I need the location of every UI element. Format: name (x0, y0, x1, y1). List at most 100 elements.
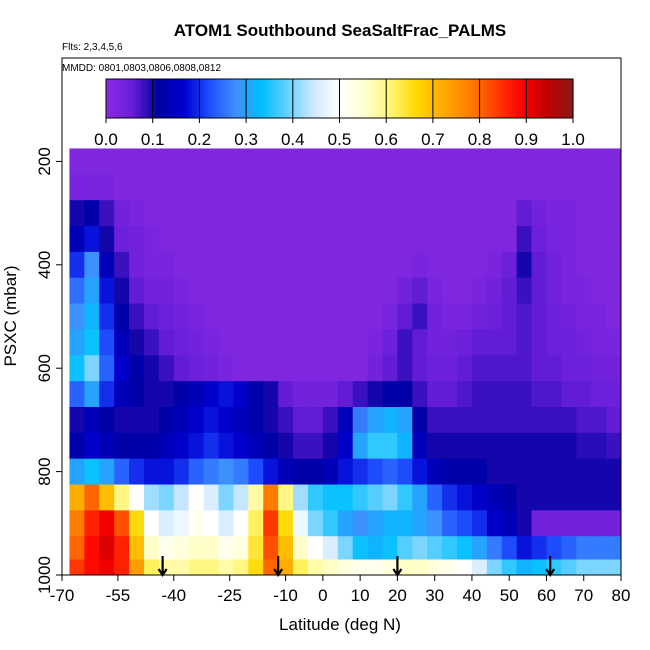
heatmap-cell (322, 536, 339, 561)
heatmap-cell (84, 251, 100, 279)
heatmap-cell (278, 406, 294, 434)
colorbar-segment (362, 79, 366, 118)
colorbar-tick-label: 0.2 (188, 130, 212, 149)
heatmap-cell (188, 355, 205, 382)
colorbar-segment (120, 79, 123, 118)
colorbar-segment (267, 79, 271, 118)
heatmap-cell (233, 251, 249, 279)
heatmap-cell (471, 277, 488, 305)
colorbar-segment (218, 79, 222, 118)
colorbar-segment (477, 79, 481, 118)
heatmap-cell (203, 251, 220, 279)
colorbar-segment (234, 79, 238, 118)
heatmap-cell (173, 536, 190, 561)
colorbar-segment (276, 79, 280, 118)
heatmap-cell (129, 381, 145, 408)
heatmap-cell (248, 406, 264, 434)
colorbar-segment (526, 79, 530, 118)
heatmap-cell (99, 355, 115, 382)
heatmap-cell (471, 406, 488, 434)
colorbar-segment (115, 79, 119, 118)
heatmap-cell (591, 251, 607, 279)
heatmap-cell (471, 559, 488, 575)
heatmap-cell (293, 277, 309, 305)
heatmap-cell (114, 484, 130, 511)
heatmap-cell (84, 355, 100, 382)
colorbar-segment (110, 79, 114, 118)
x-tick-label: 70 (574, 586, 593, 605)
heatmap-cell (427, 174, 443, 201)
colorbar-segment (283, 79, 287, 118)
heatmap-cell (188, 484, 205, 511)
heatmap-cell (84, 226, 100, 253)
colorbar-segment (474, 79, 478, 118)
heatmap-cell (203, 174, 220, 201)
heatmap-cell (263, 200, 279, 227)
heatmap-cell (233, 432, 249, 460)
heatmap-cell (457, 277, 473, 305)
heatmap-cell (99, 458, 115, 486)
colorbar-segment (355, 79, 359, 118)
heatmap-cell (188, 510, 205, 537)
colorbar-segment (215, 79, 219, 118)
heatmap-cell (69, 355, 85, 382)
heatmap-cell (307, 200, 324, 227)
heatmap-cell (457, 406, 473, 434)
heatmap-cell (352, 148, 369, 175)
heatmap-cell (278, 303, 294, 331)
heatmap-cell (143, 303, 160, 331)
colorbar-segment (449, 79, 453, 118)
colorbar-segment (302, 79, 306, 118)
heatmap-cell (576, 536, 592, 561)
colorbar-segment (264, 79, 268, 118)
colorbar-segment (248, 79, 252, 118)
heatmap-cell (129, 174, 145, 201)
heatmap-cell (248, 251, 264, 279)
heatmap-cell (293, 559, 309, 575)
heatmap-cell (248, 432, 264, 460)
heatmap-cell (352, 226, 369, 253)
heatmap-cell (114, 329, 130, 356)
heatmap-cell (367, 277, 384, 305)
colorbar-segment (369, 79, 373, 118)
colorbar-segment (239, 79, 243, 118)
colorbar-segment (418, 79, 422, 118)
colorbar-segment (409, 79, 413, 118)
colorbar-segment (561, 79, 565, 118)
colorbar-segment (316, 79, 320, 118)
heatmap-cell (158, 432, 175, 460)
heatmap-cell (367, 559, 384, 575)
heatmap-cell (412, 484, 428, 511)
heatmap-cell (69, 406, 85, 434)
colorbar-segment (547, 79, 551, 118)
heatmap-cell (114, 355, 130, 382)
colorbar-segment (523, 79, 527, 118)
heatmap-cell (158, 277, 175, 305)
heatmap-cell (129, 355, 145, 382)
colorbar-segment (344, 79, 348, 118)
heatmap-cell (84, 200, 100, 227)
heatmap-cell (561, 174, 577, 201)
heatmap-cell (516, 226, 533, 253)
heatmap-cell (382, 510, 398, 537)
colorbar-segment (285, 79, 289, 118)
heatmap-cell (278, 200, 294, 227)
heatmap-cell (471, 200, 488, 227)
colorbar-segment (533, 79, 537, 118)
colorbar-segment (425, 79, 429, 118)
heatmap-cell (352, 329, 369, 356)
heatmap-cell (173, 329, 190, 356)
heatmap-cell (143, 277, 160, 305)
heatmap-cell (516, 251, 533, 279)
heatmap-cell (218, 484, 235, 511)
heatmap-cell (367, 355, 384, 382)
heatmap-cell (531, 148, 548, 175)
heatmap-cell (248, 329, 264, 356)
heatmap-cell (561, 200, 577, 227)
colorbar-segment (568, 79, 572, 118)
heatmap-cell (397, 484, 413, 511)
y-tick-label: 1000 (35, 556, 54, 594)
heatmap-cell (442, 510, 458, 537)
heatmap-cell (233, 536, 249, 561)
heatmap-cell (412, 381, 428, 408)
